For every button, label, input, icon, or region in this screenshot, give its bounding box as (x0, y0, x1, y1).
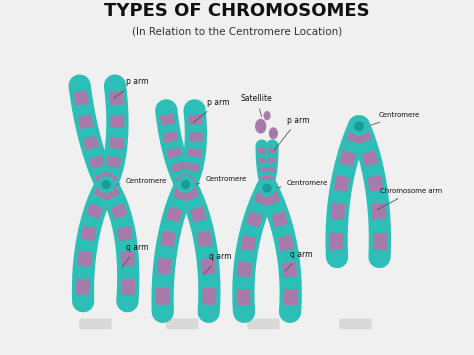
Ellipse shape (264, 112, 270, 120)
Text: Chromosome arm: Chromosome arm (377, 189, 442, 210)
Text: (In Relation to the Centromere Location): (In Relation to the Centromere Location) (132, 26, 342, 36)
Text: Centromere: Centromere (278, 180, 328, 188)
Circle shape (178, 177, 193, 192)
Circle shape (182, 181, 190, 189)
Text: Centromere: Centromere (371, 113, 419, 125)
Circle shape (355, 122, 363, 131)
Ellipse shape (256, 120, 265, 133)
Text: q arm: q arm (285, 250, 312, 271)
Circle shape (102, 181, 110, 189)
Text: Centromere: Centromere (117, 178, 167, 184)
Text: Centromere: Centromere (196, 176, 246, 184)
Circle shape (259, 180, 275, 196)
Text: p arm: p arm (114, 77, 148, 98)
Circle shape (99, 177, 114, 192)
FancyBboxPatch shape (247, 318, 280, 329)
Text: q arm: q arm (203, 252, 231, 274)
Circle shape (350, 117, 368, 135)
Circle shape (263, 184, 271, 192)
FancyBboxPatch shape (339, 318, 372, 329)
FancyBboxPatch shape (79, 318, 112, 329)
Text: TYPES OF CHROMOSOMES: TYPES OF CHROMOSOMES (104, 2, 370, 21)
Text: p arm: p arm (193, 98, 229, 123)
Ellipse shape (270, 128, 277, 138)
Text: q arm: q arm (122, 243, 148, 267)
FancyBboxPatch shape (166, 318, 199, 329)
Text: p arm: p arm (274, 116, 309, 151)
Text: Satellite: Satellite (240, 94, 272, 116)
